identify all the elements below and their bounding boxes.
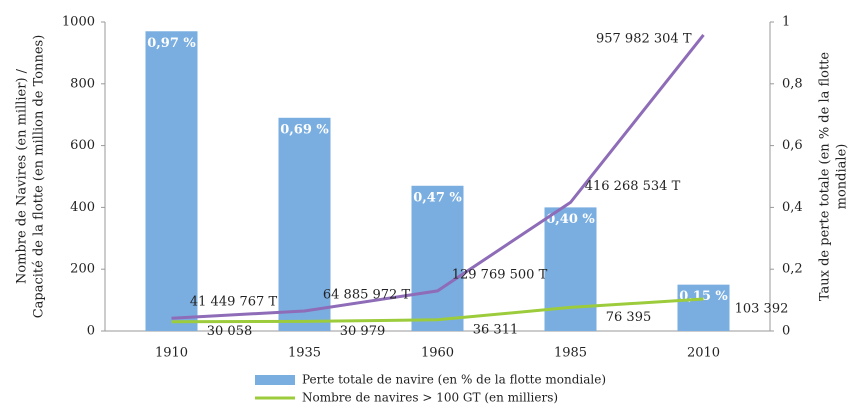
data-label: 76 395 <box>606 310 652 325</box>
data-label: 30 979 <box>340 324 386 339</box>
y2-tick-label: 0 <box>782 324 790 339</box>
bar <box>677 284 730 331</box>
x-tick-label: 1960 <box>421 346 454 361</box>
data-label: 103 392 <box>735 302 789 317</box>
data-label: 30 058 <box>207 324 253 339</box>
y2-tick-label: 0,4 <box>782 200 803 215</box>
legend-label: Nombre de navires > 100 GT (en milliers) <box>302 391 558 405</box>
legend-swatch <box>255 375 295 385</box>
y2-tick-label: 0,2 <box>782 262 803 277</box>
bar-label: 0,69 % <box>280 122 329 137</box>
y2-tick-label: 0,8 <box>782 76 803 91</box>
y2-axis-title: mondiale) <box>835 144 850 210</box>
data-label: 64 885 972 T <box>323 287 411 302</box>
bar <box>145 31 198 332</box>
bar <box>411 185 464 331</box>
line <box>171 297 704 324</box>
y-tick-label: 0 <box>87 324 95 339</box>
data-label: 41 449 767 T <box>190 295 278 310</box>
y-tick-label: 1000 <box>62 15 95 30</box>
data-label: 36 311 <box>473 322 519 337</box>
data-label: 416 268 534 T <box>585 179 681 194</box>
x-tick-label: 1935 <box>288 346 321 361</box>
bar-label: 0,97 % <box>147 36 196 51</box>
x-tick-label: 1985 <box>554 346 587 361</box>
y2-axis-title: Taux de perte totale (en % de la flotte <box>818 52 833 302</box>
y-tick-label: 800 <box>70 76 95 91</box>
y2-tick-label: 0,6 <box>782 138 803 153</box>
y-tick-label: 400 <box>70 200 95 215</box>
bar-label: 0,15 % <box>679 289 728 304</box>
y2-tick-label: 1 <box>782 15 790 30</box>
bar-label: 0,47 % <box>413 190 462 205</box>
y-axis-title: Capacité de la flotte (en million de Ton… <box>32 35 47 319</box>
y-axis-title: Nombre de Navires (en millier) / <box>15 68 30 284</box>
y-tick-label: 200 <box>70 262 95 277</box>
x-tick-label: 1910 <box>155 346 188 361</box>
y-tick-label: 600 <box>70 138 95 153</box>
legend-label: Perte totale de navire (en % de la flott… <box>302 373 606 387</box>
x-tick-label: 2010 <box>687 346 720 361</box>
data-label: 957 982 304 T <box>596 31 692 46</box>
data-label: 129 769 500 T <box>452 267 548 282</box>
line <box>171 34 705 320</box>
bar <box>278 117 331 331</box>
bar-label: 0,40 % <box>546 212 595 227</box>
